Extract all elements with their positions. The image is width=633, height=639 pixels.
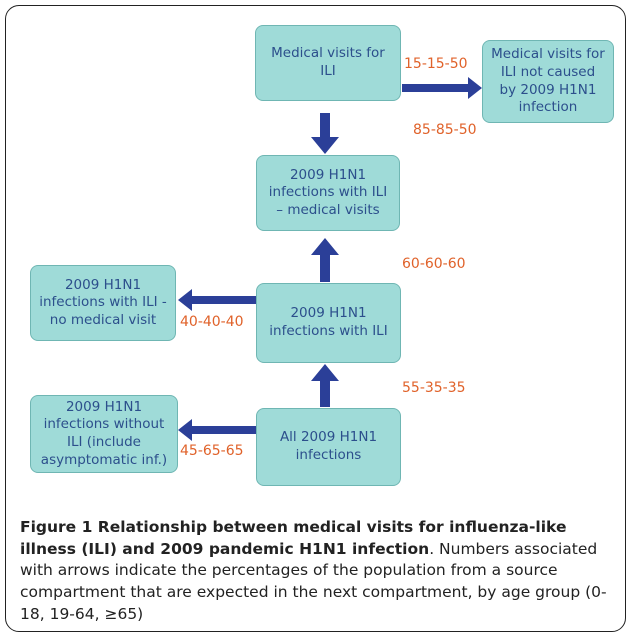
arrow: [311, 364, 339, 407]
node: Medical visits for ILI not caused by 200…: [482, 40, 614, 123]
arrow: [178, 419, 256, 441]
arrow: [178, 289, 256, 311]
arrow: [311, 238, 339, 282]
frame: [5, 5, 626, 632]
arrow-group: [178, 77, 482, 441]
arrow: [402, 77, 482, 99]
edge-label: 55-35-35: [402, 380, 466, 396]
edge-label: 45-65-65: [180, 443, 244, 459]
edge-label: 85-85-50: [413, 122, 477, 138]
node: 2009 H1N1 infections with ILI: [256, 283, 401, 363]
edge-label: 15-15-50: [404, 56, 468, 72]
edge-label: 40-40-40: [180, 314, 244, 330]
node: Medical visits for ILI: [255, 25, 401, 101]
edge-label: 60-60-60: [402, 256, 466, 272]
node: 2009 H1N1 infections with ILI – medical …: [256, 155, 400, 231]
caption-title: Figure 1 Relationship between medical vi…: [20, 518, 567, 558]
node: 2009 H1N1 infections with ILI - no medic…: [30, 265, 176, 341]
node: All 2009 H1N1 infections: [256, 408, 401, 486]
node: 2009 H1N1 infections without ILI (includ…: [30, 395, 178, 473]
caption-text: . Numbers associated with arrows indicat…: [20, 539, 607, 623]
caption: Figure 1 Relationship between medical vi…: [20, 517, 616, 625]
arrow: [311, 113, 339, 154]
